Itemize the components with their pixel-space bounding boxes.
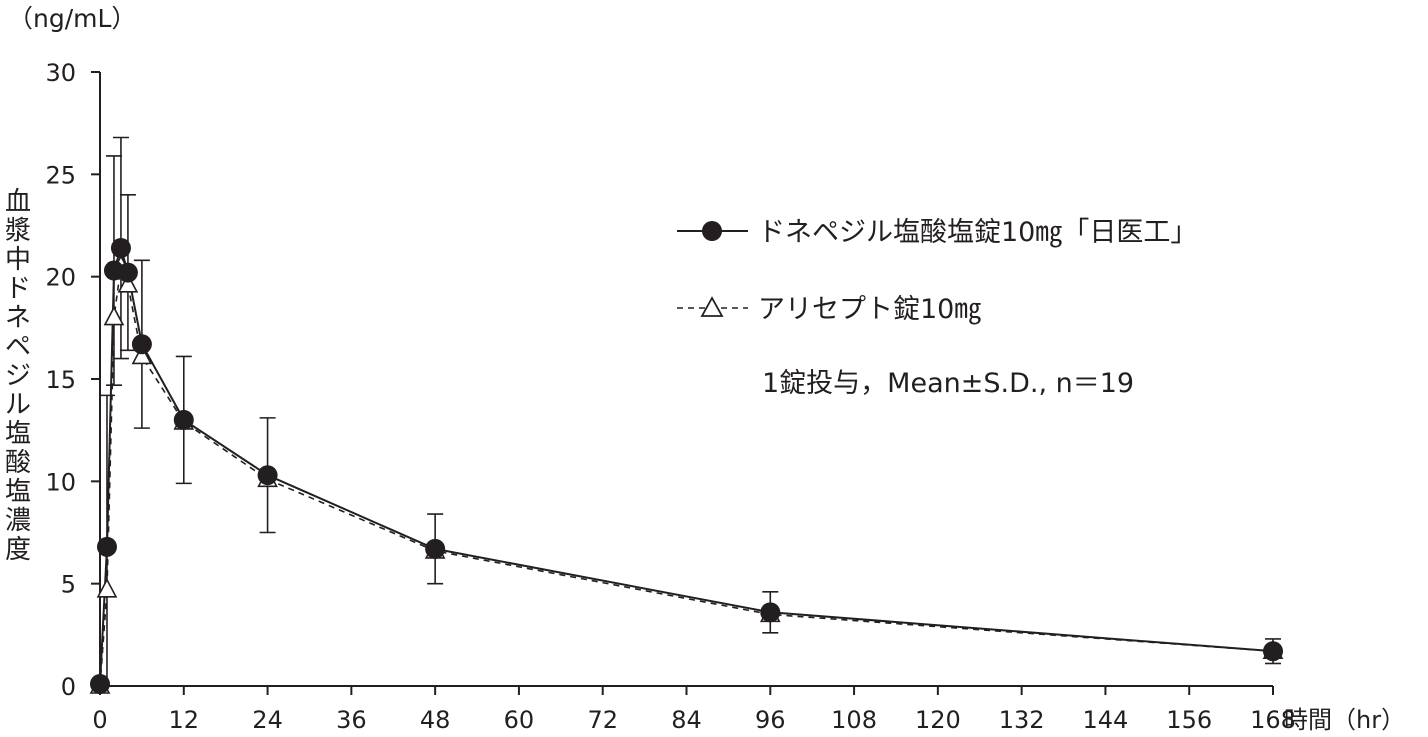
markers xyxy=(89,238,1284,694)
nichiiko-data-point xyxy=(131,334,152,355)
y-ticks: 0 5 10 15 20 25 30 xyxy=(45,59,100,701)
x-tick-label: 12 xyxy=(169,706,200,734)
nichiiko-data-point xyxy=(425,538,446,559)
x-tick-label: 72 xyxy=(587,706,618,734)
legend-open-triangle-marker xyxy=(700,296,724,317)
legend-label-nichiiko: ドネペジル塩酸塩錠10㎎「日医工」 xyxy=(758,217,1197,248)
y-tick-label: 0 xyxy=(61,673,76,701)
x-tick-label: 108 xyxy=(831,706,877,734)
y-tick-label: 30 xyxy=(45,59,76,87)
y-unit-label: （ng/mL） xyxy=(8,4,136,33)
legend-label-aricept: アリセプト錠10㎎ xyxy=(758,294,981,325)
x-tick-label: 84 xyxy=(671,706,702,734)
series-lines xyxy=(99,244,1274,687)
x-tick-label: 96 xyxy=(755,706,786,734)
y-tick-label: 20 xyxy=(45,264,76,292)
x-axis-title: 時間（hr） xyxy=(1284,706,1405,734)
aricept-data-point xyxy=(131,344,153,365)
nichiiko-data-point xyxy=(257,465,278,486)
y-tick-label: 15 xyxy=(45,366,76,394)
x-tick-label: 0 xyxy=(92,706,107,734)
dose-annotation: 1錠投与，Mean±S.D., n＝19 xyxy=(762,368,1134,399)
nichiiko-series-line xyxy=(99,244,1274,685)
y-axis-title: 血漿中ドネペジル塩酸塩濃度 xyxy=(5,187,31,565)
x-tick-label: 36 xyxy=(336,706,367,734)
aricept-data-point xyxy=(96,578,118,598)
x-tick-label: 156 xyxy=(1166,706,1212,734)
nichiiko-data-point xyxy=(96,536,117,557)
x-tick-label: 132 xyxy=(999,706,1045,734)
nichiiko-data-point xyxy=(760,602,781,623)
aricept-series-line xyxy=(99,266,1274,687)
aricept-data-point xyxy=(117,273,139,293)
legend: ドネペジル塩酸塩錠10㎎「日医工」 アリセプト錠10㎎ 1錠投与，Mean±S.… xyxy=(677,217,1197,399)
nichiiko-data-point xyxy=(117,262,138,283)
x-tick-label: 60 xyxy=(504,706,535,734)
legend-item-nichiiko: ドネペジル塩酸塩錠10㎎「日医工」 xyxy=(677,217,1197,248)
legend-filled-circle-marker xyxy=(702,221,722,241)
nichiiko-data-point xyxy=(90,673,110,694)
y-tick-label: 10 xyxy=(45,468,76,496)
x-tick-label: 168 xyxy=(1250,706,1296,734)
x-ticks: 0 12 24 36 48 60 72 84 96 108 120 132 144 156 168 xyxy=(92,686,1296,734)
nichiiko-data-point xyxy=(173,409,194,430)
aricept-data-point xyxy=(103,305,125,326)
nichiiko-data-point xyxy=(110,238,131,259)
y-tick-label: 25 xyxy=(45,161,76,189)
x-tick-label: 48 xyxy=(420,706,451,734)
x-tick-label: 144 xyxy=(1083,706,1129,734)
nichiiko-data-point xyxy=(1263,641,1283,662)
x-tick-label: 24 xyxy=(252,706,283,734)
x-tick-label: 120 xyxy=(915,706,961,734)
legend-item-aricept: アリセプト錠10㎎ xyxy=(677,294,981,325)
y-tick-label: 5 xyxy=(61,571,76,599)
